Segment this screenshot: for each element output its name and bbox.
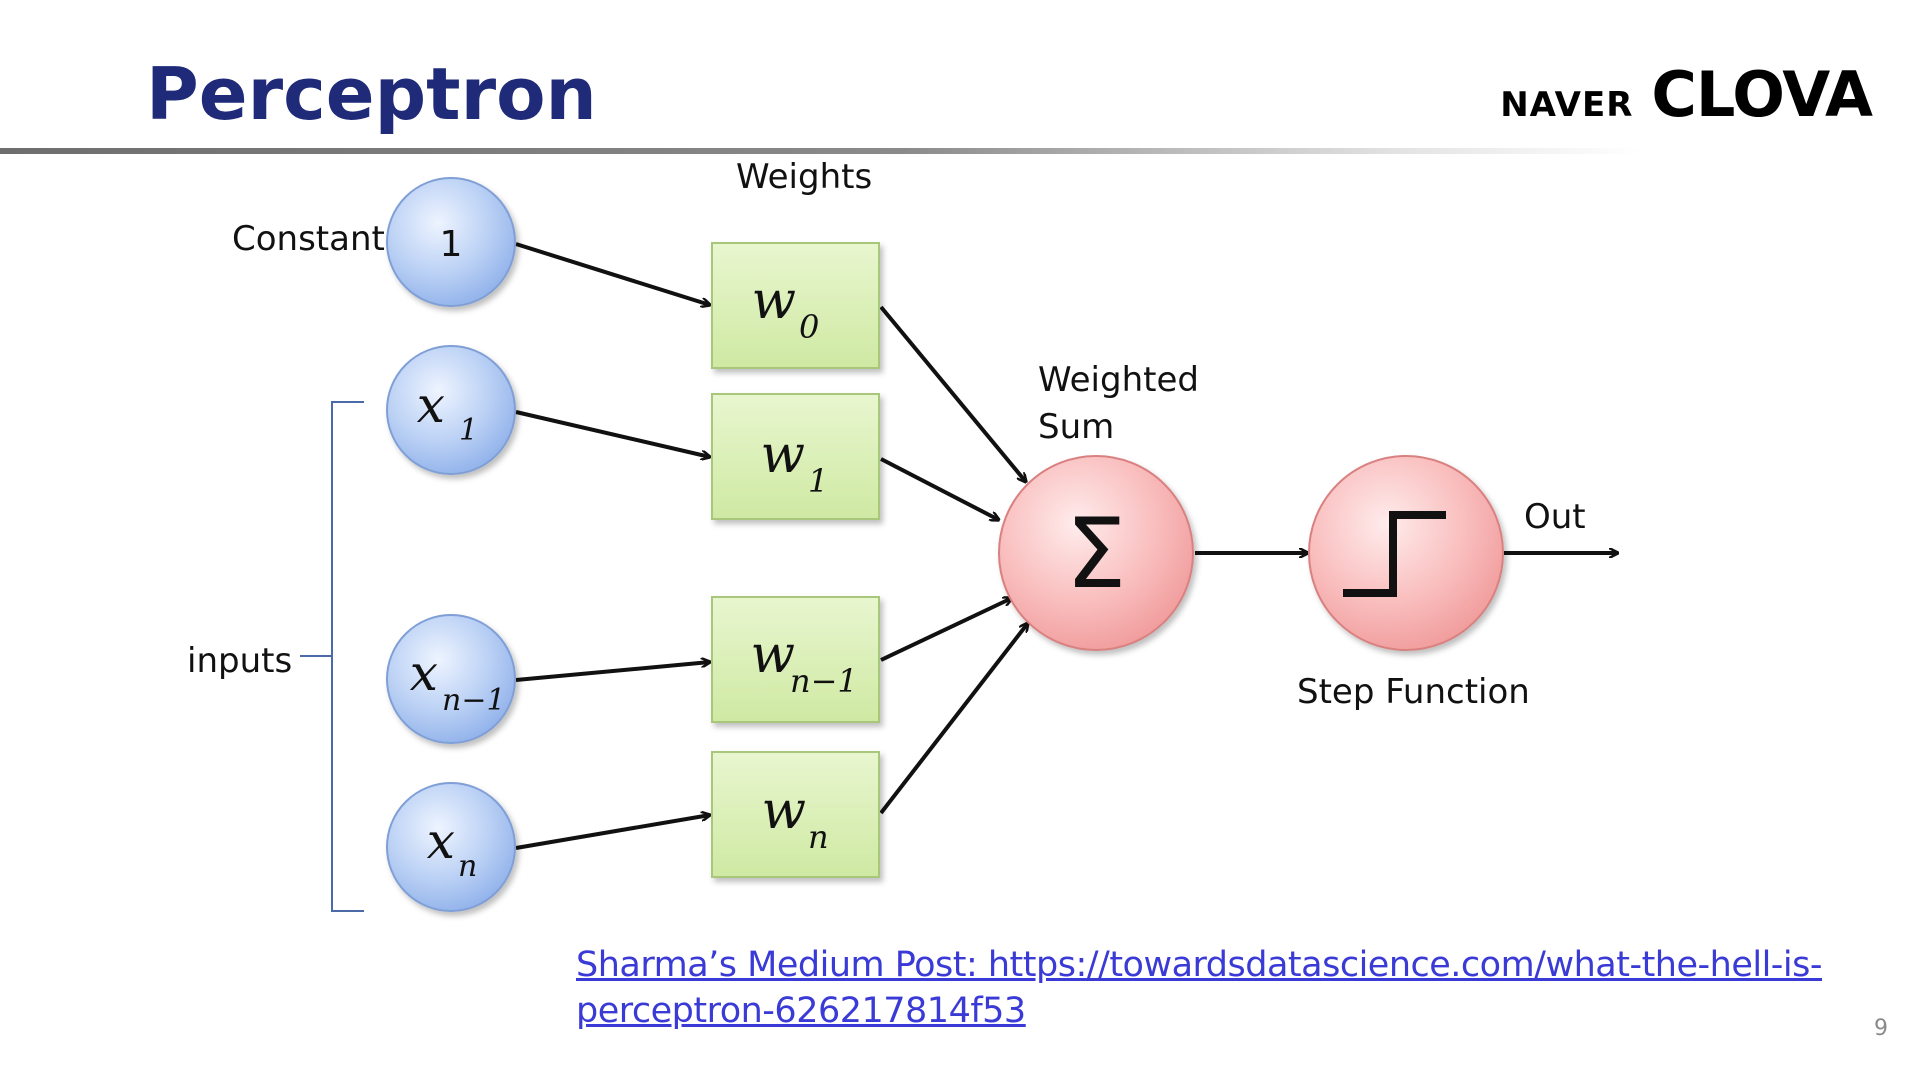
- weight-box-w0-main: w: [751, 271, 796, 331]
- input-node-xn: x n: [386, 782, 516, 912]
- inputs-brace: [300, 401, 364, 912]
- edge-w0-sum: [879, 305, 1026, 482]
- weighted-sum-node: Σ: [998, 455, 1194, 651]
- brand-logo: NAVER CLOVA: [1500, 58, 1873, 131]
- weight-box-wn-main: w: [761, 781, 806, 841]
- weights-heading: Weights: [736, 157, 872, 197]
- step-function-label: Step Function: [1297, 672, 1530, 712]
- input-node-xn-1-sub: n−1: [442, 683, 506, 718]
- edge-input1-w1: [515, 410, 710, 457]
- weight-box-wn-1-main: w: [750, 625, 795, 685]
- edge-wn-sum: [879, 623, 1028, 815]
- sigma-symbol: Σ: [1066, 498, 1127, 610]
- step-function-node: [1308, 455, 1504, 651]
- weight-box-w0: w 0: [711, 242, 880, 369]
- weight-box-wn-sub: n: [808, 818, 829, 856]
- input-node-constant-text: 1: [440, 224, 463, 265]
- sum-label: Sum: [1038, 407, 1114, 447]
- page-number: 9: [1874, 1016, 1888, 1041]
- edge-inputn-wn: [515, 815, 710, 850]
- weighted-label: Weighted: [1038, 360, 1199, 400]
- weight-box-wn-1: w n−1: [711, 596, 880, 723]
- title-divider: [0, 148, 1640, 154]
- reference-link[interactable]: Sharma’s Medium Post: https://towardsdat…: [576, 945, 1823, 1031]
- inputs-label: inputs: [187, 641, 292, 681]
- weight-box-w0-sub: 0: [799, 308, 819, 346]
- naver-logo-text: NAVER: [1500, 85, 1634, 125]
- input-node-x1-sub: 1: [459, 413, 478, 448]
- slide-title: Perceptron: [146, 52, 597, 136]
- input-node-xn-main: x: [427, 812, 455, 870]
- weight-box-wn: w n: [711, 751, 880, 878]
- edge-input0-w0: [515, 242, 710, 305]
- input-node-constant: 1: [386, 177, 516, 307]
- out-label: Out: [1524, 497, 1586, 537]
- input-node-x1: x 1: [386, 345, 516, 475]
- weight-box-wn-1-sub: n−1: [790, 662, 858, 700]
- step-function-icon: [1343, 511, 1446, 597]
- weight-box-w1: w 1: [711, 393, 880, 520]
- edge-wn1-sum: [880, 598, 1012, 662]
- edge-inputn1-wn1: [515, 662, 710, 682]
- input-node-xn-1: x n−1: [386, 614, 516, 744]
- edge-w1-sum: [880, 457, 999, 522]
- weight-box-w1-sub: 1: [808, 462, 828, 500]
- constant-label: Constant: [232, 219, 385, 259]
- input-node-xn-sub: n: [458, 849, 477, 884]
- input-node-x1-main: x: [417, 376, 445, 434]
- input-node-xn-1-main: x: [410, 644, 438, 702]
- clova-logo-text: CLOVA: [1651, 58, 1873, 131]
- weight-box-w1-main: w: [760, 425, 805, 485]
